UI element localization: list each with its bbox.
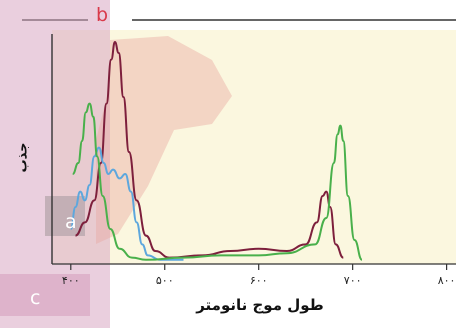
x-axis-label: طول موج نانومتر — [196, 296, 324, 314]
series-line-1 — [75, 41, 344, 259]
panel-label-c: c — [30, 287, 41, 309]
x-tick-label: ۵۰۰ — [156, 274, 174, 287]
x-tick-label: ۸۰۰ — [438, 274, 456, 287]
plot-background — [52, 30, 456, 264]
x-tick-layer: ۴۰۰ ۵۰۰ ۶۰۰ ۷۰۰ ۸۰۰ — [62, 264, 456, 287]
x-tick-label: ۴۰۰ — [62, 274, 80, 287]
x-tick-label: ۷۰۰ — [344, 274, 362, 287]
series-line-3 — [72, 102, 363, 261]
overlay-pink-band — [0, 0, 110, 328]
y-axis-label: جذب — [15, 142, 31, 173]
panel-label-a: a — [65, 211, 77, 233]
x-tick-label: ۶۰۰ — [250, 274, 268, 287]
panel-label-b: b — [96, 4, 109, 26]
series-layer — [69, 41, 363, 261]
series-line-2 — [69, 146, 184, 261]
overlay-pink-strip — [0, 274, 90, 316]
